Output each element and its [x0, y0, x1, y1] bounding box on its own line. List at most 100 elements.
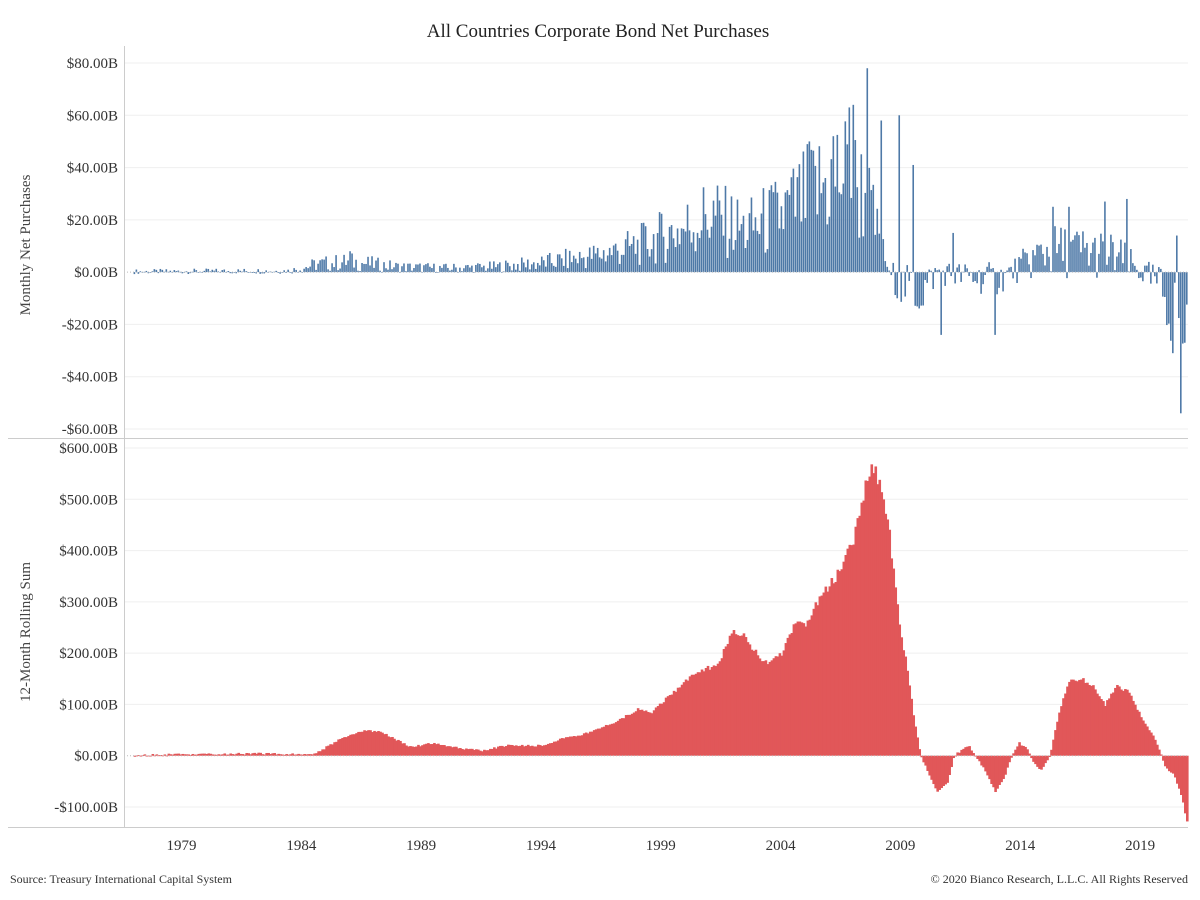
- rolling-sum-bar: [399, 740, 402, 756]
- rolling-sum-bar: [357, 731, 360, 756]
- monthly-bar: [431, 268, 433, 273]
- monthly-bar: [810, 149, 813, 273]
- rolling-sum-bar: [267, 752, 270, 756]
- rolling-sum-bar: [658, 703, 662, 756]
- monthly-bar: [433, 263, 435, 273]
- monthly-bar: [197, 272, 200, 273]
- monthly-bar: [548, 252, 551, 273]
- monthly-bar: [507, 262, 509, 273]
- y-tick-label: $0.00B: [74, 749, 118, 765]
- rolling-sum-bar: [453, 746, 456, 756]
- monthly-bar: [1054, 226, 1056, 273]
- monthly-bar: [239, 270, 242, 273]
- rolling-sum-bar: [1162, 755, 1165, 761]
- rolling-sum-bar: [473, 749, 476, 756]
- rolling-sum-bar: [393, 738, 396, 756]
- monthly-bar: [876, 208, 879, 273]
- rolling-sum-bar: [339, 738, 342, 756]
- rolling-sum-bar: [403, 743, 406, 756]
- rolling-sum-bar: [878, 479, 882, 756]
- rolling-sum-bar: [920, 755, 923, 758]
- monthly-bar: [708, 237, 711, 273]
- rolling-sum-bar: [876, 484, 880, 756]
- monthly-bar: [1060, 227, 1062, 273]
- monthly-bar: [800, 221, 803, 273]
- monthly-bar: [419, 263, 421, 273]
- monthly-bar: [736, 199, 739, 273]
- rolling-sum-bar: [517, 746, 520, 756]
- chart-title: All Countries Corporate Bond Net Purchas…: [427, 21, 769, 42]
- rolling-sum-bar: [944, 755, 947, 785]
- monthly-bar: [928, 269, 930, 273]
- monthly-bar: [1070, 241, 1072, 273]
- rolling-sum-bar: [740, 635, 744, 756]
- rolling-sum-bar: [483, 749, 486, 756]
- monthly-bar: [684, 231, 687, 273]
- monthly-bar: [1092, 242, 1094, 273]
- rolling-sum-bar: [862, 500, 866, 756]
- rolling-sum-bar: [151, 753, 155, 756]
- monthly-bar: [526, 259, 529, 273]
- rolling-sum-bar: [788, 634, 792, 756]
- rolling-sum-bar: [1016, 746, 1019, 756]
- rolling-sum-bar: [1068, 681, 1071, 756]
- rolling-sum-bar: [1178, 755, 1181, 789]
- rolling-sum-bar: [994, 755, 997, 793]
- rolling-sum-bar: [548, 743, 552, 756]
- rolling-sum-bar: [864, 480, 868, 756]
- monthly-bar: [199, 271, 202, 273]
- monthly-bar: [159, 268, 162, 273]
- monthly-bar: [682, 228, 685, 273]
- monthly-bar: [503, 271, 505, 273]
- rolling-sum-bar: [1020, 745, 1023, 756]
- rolling-sum-bar: [243, 754, 247, 756]
- rolling-sum-bar: [620, 718, 624, 756]
- monthly-bar: [776, 192, 779, 273]
- y-tick-label: $100.00B: [59, 697, 118, 713]
- monthly-bar: [227, 271, 230, 273]
- monthly-bar: [403, 263, 405, 273]
- rolling-sum-bar: [932, 755, 935, 785]
- monthly-bar: [612, 245, 615, 273]
- monthly-bar: [301, 272, 303, 273]
- monthly-bar: [978, 270, 980, 273]
- monthly-bar: [1052, 206, 1054, 273]
- monthly-bar: [764, 252, 767, 273]
- rolling-sum-bar: [289, 754, 292, 756]
- y-tick-label: $500.00B: [59, 492, 118, 508]
- monthly-bar: [191, 271, 194, 273]
- rolling-sum-bar: [461, 748, 464, 756]
- monthly-bar: [251, 272, 254, 273]
- monthly-bar: [1064, 229, 1066, 273]
- rolling-sum-bar: [818, 596, 822, 756]
- rolling-sum-bar: [894, 587, 898, 756]
- monthly-bar: [862, 236, 865, 273]
- monthly-bar: [648, 256, 651, 273]
- monthly-bar: [828, 216, 831, 273]
- monthly-bar: [1016, 272, 1018, 284]
- monthly-bar: [900, 272, 903, 302]
- rolling-sum-bar: [507, 744, 510, 756]
- rolling-sum-bar: [167, 753, 171, 756]
- rolling-sum-bar: [407, 746, 410, 756]
- monthly-bar: [534, 268, 537, 273]
- rolling-sum-bar: [810, 615, 814, 756]
- monthly-bar: [147, 272, 150, 274]
- rolling-sum-bar: [706, 665, 710, 756]
- rolling-sum-bar: [225, 754, 229, 756]
- monthly-bar: [554, 266, 557, 273]
- monthly-bar: [880, 120, 883, 273]
- monthly-bar: [1118, 252, 1120, 273]
- rolling-sum-bar: [550, 742, 554, 756]
- rolling-sum-bar: [1076, 681, 1079, 756]
- rolling-sum-bar: [295, 754, 298, 756]
- rolling-sum-bar: [217, 754, 221, 756]
- rolling-sum-bar: [1118, 686, 1121, 756]
- monthly-bar: [1034, 255, 1036, 273]
- rolling-sum-bar: [501, 745, 504, 756]
- rolling-sum-bar: [696, 672, 700, 756]
- rolling-sum-bar: [419, 746, 422, 756]
- rolling-sum-bar: [1058, 712, 1061, 756]
- rolling-sum-bar: [564, 737, 568, 756]
- monthly-bar: [235, 272, 238, 274]
